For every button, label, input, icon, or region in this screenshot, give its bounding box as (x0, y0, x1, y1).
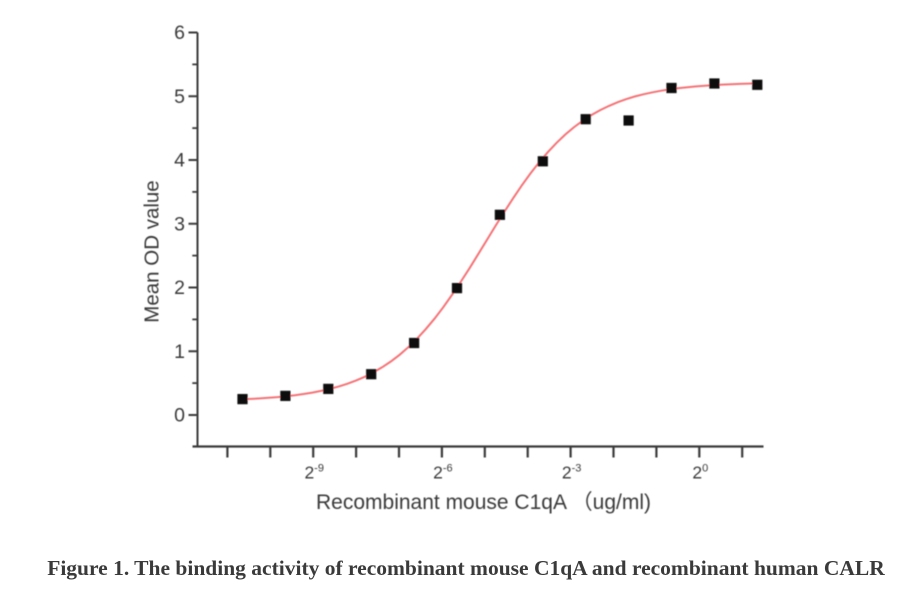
svg-text:5: 5 (174, 86, 185, 108)
svg-text:0: 0 (174, 405, 185, 427)
svg-text:3: 3 (174, 213, 185, 235)
svg-text:Figure 1. The binding activity: Figure 1. The binding activity of recomb… (47, 556, 885, 580)
svg-text:6: 6 (174, 22, 185, 44)
svg-text:1: 1 (174, 341, 185, 363)
svg-text:Mean OD value: Mean OD value (141, 180, 164, 322)
svg-text:2: 2 (174, 277, 185, 299)
svg-text:Recombinant mouse C1qA （ug/ml): Recombinant mouse C1qA （ug/ml) (316, 491, 651, 514)
svg-text:4: 4 (174, 150, 185, 172)
